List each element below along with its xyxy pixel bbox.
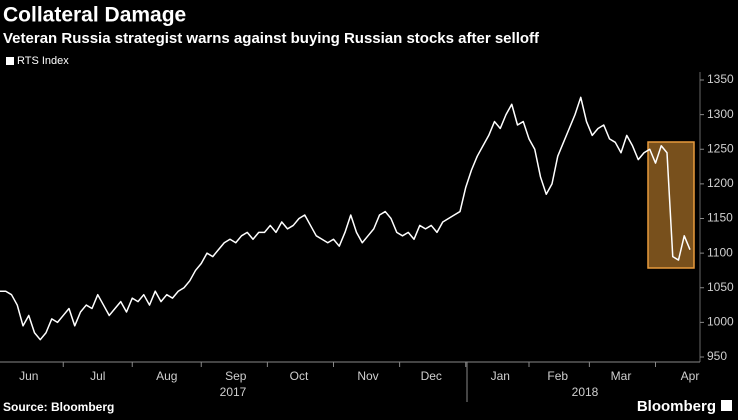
chart-title: Collateral Damage [3,4,186,27]
source: Source: Bloomberg [3,400,114,414]
x-tick-label: Jul [90,369,105,383]
x-tick-label: Oct [290,369,309,383]
y-tick-label: 1000 [707,315,734,329]
brand: Bloomberg [637,398,716,415]
x-tick-label: Mar [611,369,632,383]
x-tick-label: Nov [357,369,378,383]
y-tick-label: 1150 [707,211,733,225]
chart-subtitle: Veteran Russia strategist warns against … [3,30,540,47]
x-tick-label: Feb [547,369,568,383]
y-tick-label: 1200 [707,176,734,190]
y-tick-label: 1100 [707,245,733,259]
x-tick-label: Aug [156,369,177,383]
y-tick-label: 1350 [707,72,734,86]
x-tick-label: Jan [491,369,510,383]
year-label: 2018 [572,385,599,399]
y-tick-label: 950 [707,349,727,363]
x-tick-label: Apr [681,369,700,383]
legend-label: RTS Index [17,55,69,67]
x-tick-label: Sep [225,369,247,383]
legend-swatch [6,57,14,65]
x-tick-label: Jun [19,369,38,383]
year-label: 2017 [220,385,247,399]
y-tick-label: 1300 [707,107,734,121]
y-tick-label: 1250 [707,141,734,155]
y-tick-label: 1050 [707,280,734,294]
x-tick-label: Dec [421,369,442,383]
series-line [0,96,691,341]
brand-icon [721,400,732,411]
